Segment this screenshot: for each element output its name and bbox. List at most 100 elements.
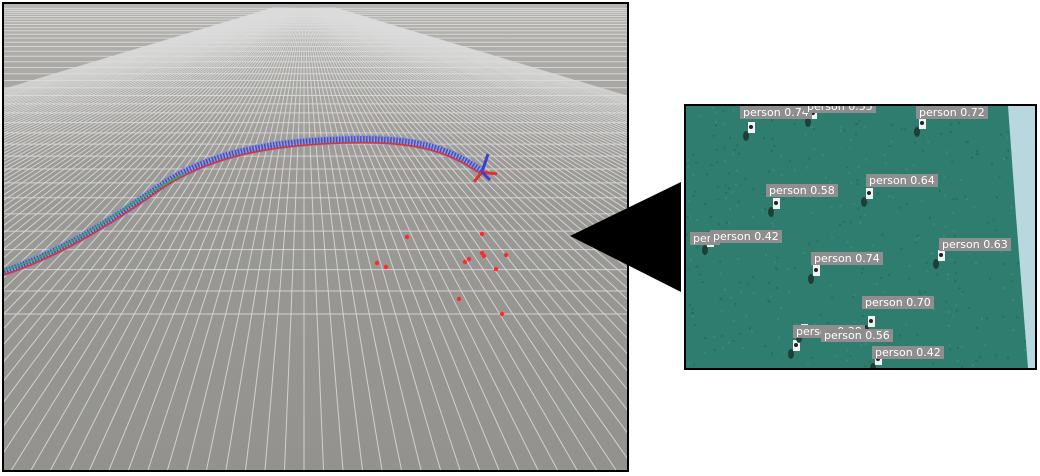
texture-speck <box>900 128 903 131</box>
texture-speck <box>843 221 846 224</box>
grid-line <box>4 7 288 164</box>
texture-speck <box>1002 287 1005 289</box>
texture-speck <box>908 264 911 267</box>
texture-speck <box>948 311 950 313</box>
texture-speck <box>913 141 916 144</box>
person-head <box>774 201 778 205</box>
texture-speck <box>922 150 925 153</box>
grid-line <box>108 7 301 470</box>
texture-speck <box>710 164 713 167</box>
texture-speck <box>849 221 852 224</box>
texture-speck <box>994 229 997 232</box>
grid-line <box>328 7 627 126</box>
texture-speck <box>732 320 735 322</box>
grid-line <box>11 7 299 470</box>
texture-speck <box>951 160 954 163</box>
texture-speck <box>964 195 967 198</box>
texture-speck <box>858 119 861 122</box>
texture-speck <box>695 161 698 164</box>
grid-line <box>4 7 286 154</box>
texture-speck <box>728 341 730 344</box>
texture-speck <box>1002 263 1005 265</box>
texture-speck <box>862 315 865 318</box>
texture-speck <box>903 172 906 175</box>
grid-line <box>4 7 279 108</box>
red-dot-marker <box>479 231 485 237</box>
texture-speck <box>703 352 706 354</box>
texture-speck <box>888 195 891 198</box>
grid-line <box>4 7 282 127</box>
detection-label: person 0.74 <box>740 106 812 119</box>
grid-line <box>4 7 277 102</box>
grid-line <box>333 7 627 102</box>
detection-label: person 0.72 <box>916 106 988 119</box>
texture-speck <box>908 277 911 280</box>
texture-speck <box>782 198 785 201</box>
texture-speck <box>688 304 691 307</box>
person-head <box>939 253 943 257</box>
texture-speck <box>967 140 969 143</box>
texture-speck <box>848 171 851 174</box>
texture-speck <box>846 166 849 169</box>
texture-speck <box>688 215 691 218</box>
grid-line <box>331 7 627 108</box>
red-dot-marker <box>499 311 505 317</box>
texture-speck <box>780 173 783 176</box>
texture-speck <box>1000 133 1003 136</box>
grid-line <box>4 7 280 115</box>
pose-axis <box>472 171 484 183</box>
grid-line <box>4 7 294 268</box>
texture-speck <box>960 179 963 182</box>
grid-line <box>4 7 281 119</box>
grid-line <box>4 7 282 125</box>
texture-speck <box>691 313 694 316</box>
texture-speck <box>727 172 730 175</box>
texture-speck <box>777 336 780 339</box>
texture-speck <box>912 164 915 167</box>
grid-line <box>317 7 627 223</box>
texture-speck <box>816 239 819 242</box>
person-shadow <box>743 131 749 141</box>
person-shadow <box>702 245 708 255</box>
grid-line <box>326 7 627 137</box>
grid-line <box>322 7 627 162</box>
texture-speck <box>1005 156 1008 159</box>
texture-speck <box>892 196 894 199</box>
grid-line <box>4 7 297 345</box>
grid-line <box>4 7 290 186</box>
texture-speck <box>752 215 754 218</box>
texture-speck <box>859 215 862 218</box>
grid-line <box>330 7 627 114</box>
texture-speck <box>861 267 864 270</box>
grid-line <box>4 7 275 95</box>
3d-viewport[interactable] <box>2 2 629 472</box>
texture-speck <box>947 277 950 280</box>
texture-speck <box>713 336 716 339</box>
grid-line <box>329 7 627 116</box>
grid-line <box>332 7 627 107</box>
texture-speck <box>915 126 918 129</box>
texture-speck <box>965 141 968 144</box>
texture-speck <box>865 343 868 346</box>
texture-speck <box>722 110 725 113</box>
person-head <box>869 319 873 323</box>
grid-line <box>321 7 627 169</box>
texture-speck <box>768 282 770 285</box>
texture-speck <box>737 258 740 261</box>
detection-label: person 0.63 <box>939 238 1011 251</box>
grid-line <box>304 7 344 470</box>
texture-speck <box>692 153 695 156</box>
grid-line <box>313 7 627 325</box>
texture-speck <box>943 234 945 237</box>
texture-speck <box>793 123 796 126</box>
texture-speck <box>739 291 742 294</box>
texture-speck <box>771 215 774 218</box>
grid-line <box>4 7 294 250</box>
texture-speck <box>694 323 697 326</box>
grid-line <box>4 7 280 113</box>
grid-line <box>245 7 304 470</box>
grid-line <box>50 7 300 470</box>
texture-speck <box>705 173 708 176</box>
texture-speck <box>865 158 868 161</box>
